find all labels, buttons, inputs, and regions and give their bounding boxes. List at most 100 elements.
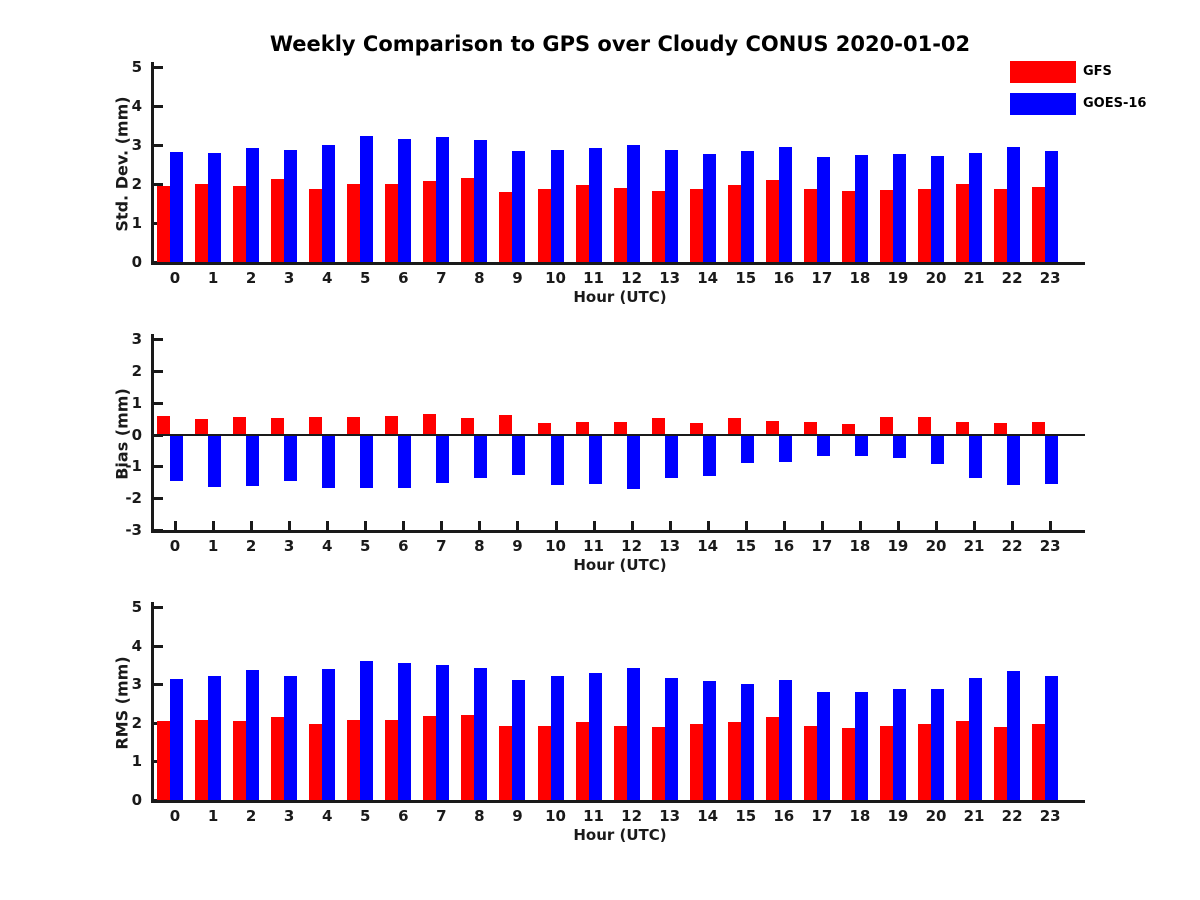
bar-goes-16-h10 (550, 435, 564, 485)
x-tick-label: 16 (773, 807, 795, 825)
bar-gfs-h6 (385, 184, 399, 262)
y-tick-label: -2 (125, 489, 142, 508)
bar-goes-16-h9 (512, 679, 526, 800)
x-tick-label: 16 (773, 537, 795, 555)
x-tick-label: 14 (697, 807, 719, 825)
bar-gfs-h0 (157, 185, 170, 262)
bar-goes-16-h14 (702, 435, 716, 477)
bar-gfs-h11 (575, 722, 589, 800)
bar-gfs-h19 (879, 417, 893, 435)
y-tick-mark (154, 799, 163, 802)
x-axis-spine (151, 530, 1085, 533)
bar-goes-16-h6 (398, 663, 412, 800)
bar-goes-16-h13 (664, 435, 678, 478)
bar-gfs-h4 (309, 188, 323, 262)
x-tick-label: 23 (1039, 807, 1061, 825)
x-axis-spine (151, 262, 1085, 265)
bar-goes-16-h10 (550, 150, 564, 262)
x-tick-label: 10 (545, 807, 566, 825)
x-tick-label: 18 (849, 537, 871, 555)
x-tick-label: 10 (545, 269, 566, 287)
bar-goes-16-h7 (436, 137, 450, 262)
x-axis-spine (151, 800, 1085, 803)
bar-gfs-h1 (195, 720, 209, 800)
x-tick-mark (364, 521, 368, 530)
bar-gfs-h14 (689, 423, 703, 435)
x-tick-mark (744, 521, 748, 530)
y-tick-label: 1 (131, 393, 142, 412)
x-tick-label: 22 (1001, 537, 1023, 555)
x-tick-label: 14 (697, 269, 719, 287)
bar-gfs-h2 (233, 185, 247, 262)
x-tick-mark (630, 521, 634, 530)
bar-gfs-h23 (1032, 724, 1046, 800)
bar-gfs-h18 (841, 423, 855, 435)
x-tick-label: 3 (283, 269, 295, 287)
bar-gfs-h20 (918, 189, 931, 262)
bar-gfs-h9 (499, 725, 513, 800)
bar-goes-16-h12 (626, 435, 640, 489)
x-tick-label: 15 (735, 807, 757, 825)
bar-goes-16-h17 (816, 157, 830, 262)
bar-goes-16-h14 (702, 153, 716, 262)
bar-gfs-h18 (841, 727, 855, 800)
x-tick-label: 8 (474, 269, 485, 287)
x-tick-label: 14 (697, 537, 719, 555)
bar-goes-16-h18 (854, 691, 868, 800)
x-tick-label: 18 (849, 269, 871, 287)
y-tick-label: 3 (131, 675, 142, 694)
x-tick-mark (516, 521, 520, 530)
bar-gfs-h19 (879, 189, 893, 262)
bar-goes-16-h6 (398, 435, 412, 489)
legend-goes16-label: GOES-16 (1083, 96, 1147, 111)
y-tick-label: 1 (131, 214, 142, 232)
bar-gfs-h8 (461, 417, 475, 435)
bar-gfs-h5 (347, 417, 361, 435)
bar-goes-16-h2 (246, 435, 260, 487)
bar-goes-16-h4 (322, 435, 336, 488)
bar-goes-16-h20 (931, 435, 944, 464)
bar-gfs-h17 (803, 188, 817, 262)
bar-goes-16-h23 (1045, 435, 1059, 485)
x-tick-label: 12 (621, 807, 643, 825)
x-tick-label: 11 (583, 537, 604, 555)
bar-goes-16-h3 (284, 150, 298, 262)
x-tick-label: 2 (245, 269, 257, 287)
bar-gfs-h16 (765, 421, 779, 435)
x-tick-label: 19 (887, 807, 909, 825)
bias-x-axis-label: Hour (UTC) (573, 556, 667, 574)
x-tick-label: 4 (321, 807, 333, 825)
x-tick-label: 16 (773, 269, 795, 287)
x-tick-mark (668, 521, 672, 530)
bar-gfs-h5 (347, 184, 361, 262)
bar-gfs-h3 (271, 179, 285, 262)
bar-gfs-h10 (537, 422, 551, 435)
bar-goes-16-h15 (740, 684, 754, 800)
x-tick-label: 13 (659, 807, 681, 825)
bar-goes-16-h22 (1007, 147, 1021, 262)
bar-goes-16-h5 (360, 435, 374, 488)
bar-gfs-h15 (727, 721, 741, 800)
x-tick-mark (326, 521, 330, 530)
y-tick-mark (154, 338, 163, 341)
bar-gfs-h21 (956, 721, 970, 800)
x-tick-mark (592, 521, 596, 530)
bar-goes-16-h11 (588, 148, 602, 262)
y-tick-mark (154, 644, 163, 648)
bar-goes-16-h21 (969, 152, 983, 262)
x-tick-label: 0 (169, 269, 181, 287)
y-tick-label: 4 (131, 636, 142, 655)
bar-goes-16-h21 (969, 435, 983, 479)
bar-goes-16-h1 (208, 435, 222, 487)
bar-gfs-h5 (347, 720, 361, 800)
bar-goes-16-h20 (931, 689, 944, 800)
bar-goes-16-h7 (436, 435, 450, 483)
bar-gfs-h23 (1032, 187, 1046, 262)
x-tick-mark (212, 521, 216, 530)
x-tick-label: 5 (360, 807, 371, 825)
x-tick-label: 1 (207, 807, 219, 825)
bar-gfs-h21 (956, 184, 970, 262)
x-tick-label: 5 (360, 269, 371, 287)
y-axis-spine (151, 602, 154, 803)
